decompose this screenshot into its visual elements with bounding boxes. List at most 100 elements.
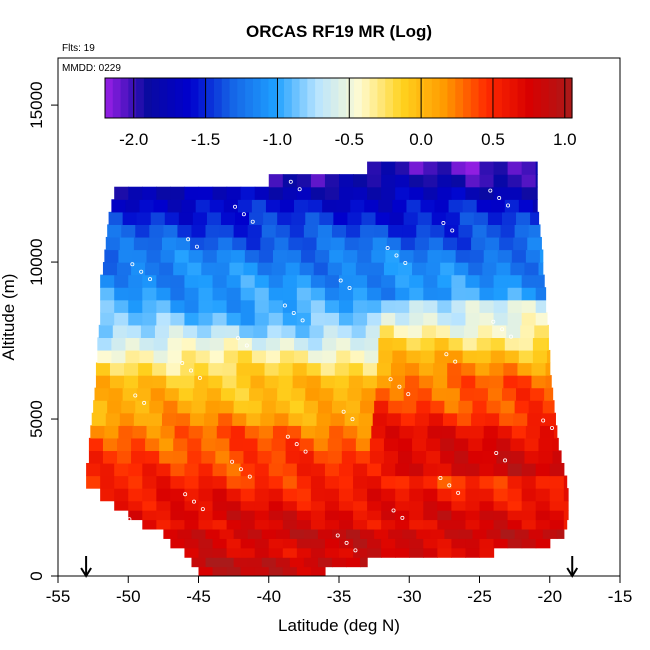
heatmap-cell [167,349,183,364]
heatmap-cell [402,400,417,414]
heatmap-cell [142,312,157,326]
flight-point [456,490,461,495]
heatmap-cell [282,566,298,576]
heatmap-cell [479,312,495,326]
heatmap-cell [315,249,330,263]
heatmap-cell [392,199,408,213]
heatmap-cell [346,528,361,539]
heatmap-cell [360,400,375,414]
heatmap-cell [102,437,118,452]
colorbar-segment [354,78,363,118]
heatmap-cell [161,412,177,426]
heatmap-cell [133,236,149,251]
heatmap-cell [114,186,129,200]
heatmap-cell [532,337,548,351]
flight-point [388,377,393,382]
heatmap-cell [233,400,249,414]
heatmap-cell [178,211,194,225]
flight-point [136,524,141,529]
heatmap-cell [348,362,364,376]
x-tick-label: -20 [537,587,562,606]
heatmap-cell [294,199,309,213]
heatmap-cell [310,274,326,288]
heatmap-cell [282,500,298,511]
heatmap-cell [254,312,270,326]
heatmap-cell [254,519,270,530]
flight-point [200,507,205,512]
heatmap-cell [285,262,301,276]
colorbar-segment [424,78,433,118]
heatmap-cell [232,412,247,426]
heatmap-cell [398,450,413,464]
heatmap-cell [209,349,225,364]
heatmap-cell [279,349,295,364]
heatmap-cell [216,425,232,439]
heatmap-cell [451,161,467,175]
heatmap-cell [451,287,467,301]
heatmap-cell [442,412,458,426]
heatmap-cell [420,337,436,351]
heatmap-cell [563,488,569,502]
heatmap-cell [485,412,500,426]
heatmap-cell [254,488,270,502]
heatmap-cell [528,224,541,238]
heatmap-cell [139,349,155,364]
heatmap-cell [281,324,297,339]
heatmap-cell [303,224,319,238]
heatmap-cell [538,437,554,452]
heatmap-cell [109,362,125,376]
heatmap-cell [305,387,320,401]
flight-point [391,508,396,513]
heatmap-cell [289,528,305,539]
colorbar-segment [276,78,285,118]
colorbar-segment [361,78,371,118]
heatmap-cell [423,174,438,188]
heatmap-cell [426,262,441,276]
heatmap-cell [381,287,396,301]
heatmap-cell [431,387,447,401]
heatmap-cell [150,211,166,225]
heatmap-cell [128,475,143,489]
heatmap-cell [510,437,526,452]
heatmap-cell [423,161,438,175]
heatmap-cell [324,519,340,530]
heatmap-cell [198,299,214,313]
heatmap-cell [507,500,523,511]
heatmap-cell [282,510,298,521]
heatmap-cell [451,547,467,558]
heatmap-cell [423,462,438,477]
heatmap-cell [170,287,186,301]
flight-point [192,499,197,504]
heatmap-cell [343,425,358,439]
heatmap-cell [209,337,225,351]
heatmap-cell [535,174,538,188]
heatmap-cell [339,287,354,301]
heatmap-cell [405,375,420,389]
heatmap-cell [226,462,242,477]
colorbar-segment [385,78,394,118]
heatmap-cell [146,249,162,263]
heatmap-cell [479,475,495,489]
heatmap-cell [94,387,110,401]
colorbar-segment [330,78,340,118]
heatmap-cell [479,174,495,188]
heatmap-cell [223,199,239,213]
heatmap-cell [128,312,143,326]
heatmap-cell [385,249,401,263]
heatmap-cell [187,437,202,452]
heatmap-cell [507,186,523,200]
heatmap-cell [409,475,424,489]
flight-point [441,221,446,226]
heatmap-cell [313,450,329,464]
heatmap-cell [357,425,372,439]
heatmap-cell [132,425,148,439]
heatmap-cell [383,450,399,464]
y-axis: 0 5000 10000 15000 [27,81,58,581]
heatmap-cell [327,450,343,464]
heatmap-cell [173,437,188,452]
heatmap-cell [253,324,268,339]
flight-point [238,467,243,472]
heatmap-cell [305,211,320,225]
heatmap-cell [159,262,174,276]
flight-point [183,492,188,497]
